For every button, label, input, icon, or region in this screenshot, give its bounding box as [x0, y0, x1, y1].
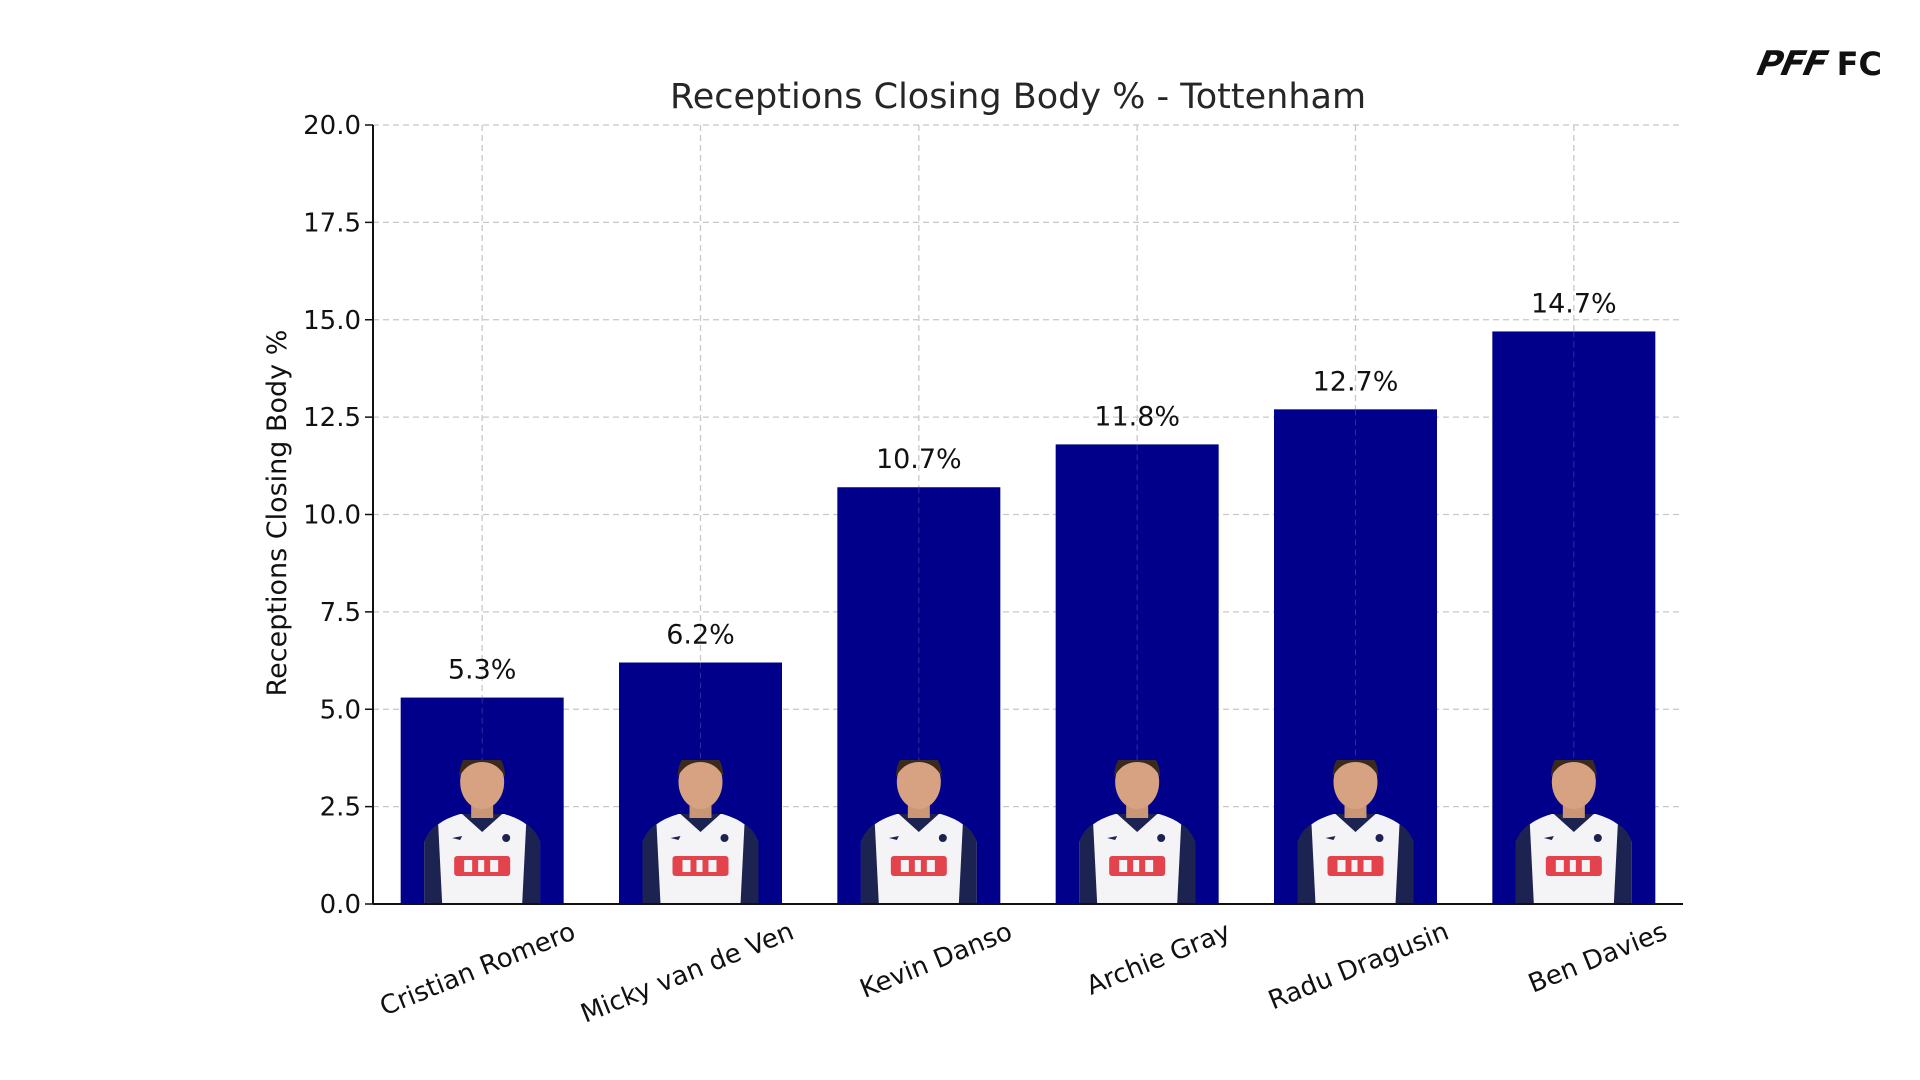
sleeve-right	[1177, 824, 1196, 904]
face-shape	[1551, 760, 1596, 809]
hair-shape	[1550, 760, 1597, 777]
sleeve-right	[958, 824, 977, 904]
y-tick-label: 20.0	[303, 111, 361, 141]
swoosh-icon	[1107, 836, 1118, 840]
grid-lines	[373, 124, 1683, 905]
crest-icon	[720, 834, 729, 842]
x-tick-label: Cristian Romero	[376, 917, 580, 1023]
y-tick-label: 7.5	[320, 598, 361, 628]
swoosh-icon	[1325, 836, 1336, 840]
sleeve-left	[1515, 824, 1534, 904]
y-tick-label: 17.5	[303, 208, 361, 238]
crest-icon	[938, 834, 947, 842]
player-photo-icon	[424, 760, 541, 904]
x-tick-label: Micky van de Ven	[577, 917, 799, 1030]
swoosh-icon	[670, 836, 681, 840]
collar-shape	[680, 814, 721, 832]
value-label: 10.7%	[876, 444, 962, 475]
value-label: 6.2%	[666, 620, 735, 651]
face-shape	[1115, 760, 1160, 809]
sleeve-right	[1395, 824, 1414, 904]
logo-suffix: FC	[1836, 45, 1882, 83]
sponsor-logo-icon	[1109, 856, 1166, 876]
swoosh-icon	[452, 836, 463, 840]
sleeve-right	[1613, 824, 1632, 904]
hair-shape	[677, 760, 724, 777]
value-label: 5.3%	[448, 655, 517, 686]
sponsor-logo-icon	[1545, 856, 1602, 876]
y-tick-label: 15.0	[303, 306, 361, 336]
sleeve-right	[522, 824, 541, 904]
collar-shape	[1117, 814, 1158, 832]
x-tick-label: Archie Gray	[1082, 917, 1234, 1002]
player-photo-icon	[1515, 760, 1632, 904]
sleeve-left	[424, 824, 443, 904]
x-tick-label: Kevin Danso	[856, 917, 1017, 1005]
y-tick-label: 10.0	[303, 501, 361, 531]
y-tick-label: 0.0	[320, 890, 361, 920]
y-tick-label: 12.5	[303, 403, 361, 433]
bars: 5.3% 6.2% 10.7% 11.8% 12.7% 14.7%	[400, 288, 1656, 904]
x-tick-label: Ben Davies	[1524, 917, 1671, 1000]
collar-shape	[898, 814, 939, 832]
sleeve-left	[642, 824, 661, 904]
player-photo-icon	[1079, 760, 1196, 904]
hair-shape	[1332, 760, 1379, 777]
y-tick-label: 2.5	[320, 793, 361, 823]
face-shape	[1333, 760, 1378, 809]
crest-icon	[502, 834, 511, 842]
collar-shape	[1553, 814, 1594, 832]
player-photo-icon	[1297, 760, 1414, 904]
x-tick-label: Radu Dragusin	[1264, 917, 1453, 1017]
y-tick-label: 5.0	[320, 695, 361, 725]
sleeve-left	[860, 824, 879, 904]
swoosh-icon	[1543, 836, 1554, 840]
hair-shape	[459, 760, 506, 777]
logo-mark: PFF	[1754, 44, 1831, 84]
sleeve-left	[1297, 824, 1316, 904]
value-label: 14.7%	[1531, 288, 1617, 319]
sleeve-left	[1079, 824, 1098, 904]
sleeve-right	[740, 824, 759, 904]
player-photo-icon	[860, 760, 977, 904]
y-axis-label: Receptions Closing Body %	[262, 330, 293, 697]
player-photo-icon	[642, 760, 759, 904]
sponsor-logo-icon	[672, 856, 729, 876]
face-shape	[678, 760, 723, 809]
crest-icon	[1593, 834, 1602, 842]
face-shape	[896, 760, 941, 809]
value-label: 11.8%	[1094, 401, 1180, 432]
face-shape	[460, 760, 505, 809]
hair-shape	[1114, 760, 1161, 777]
chart-title: Receptions Closing Body % - Tottenham	[670, 77, 1366, 117]
value-label: 12.7%	[1313, 366, 1399, 397]
crest-icon	[1375, 834, 1384, 842]
crest-icon	[1157, 834, 1166, 842]
sponsor-logo-icon	[890, 856, 947, 876]
pff-fc-logo: PFF FC	[1754, 44, 1882, 84]
sponsor-logo-icon	[454, 856, 511, 876]
sponsor-logo-icon	[1327, 856, 1384, 876]
swoosh-icon	[888, 836, 899, 840]
collar-shape	[1335, 814, 1376, 832]
collar-shape	[462, 814, 503, 832]
hair-shape	[895, 760, 942, 777]
